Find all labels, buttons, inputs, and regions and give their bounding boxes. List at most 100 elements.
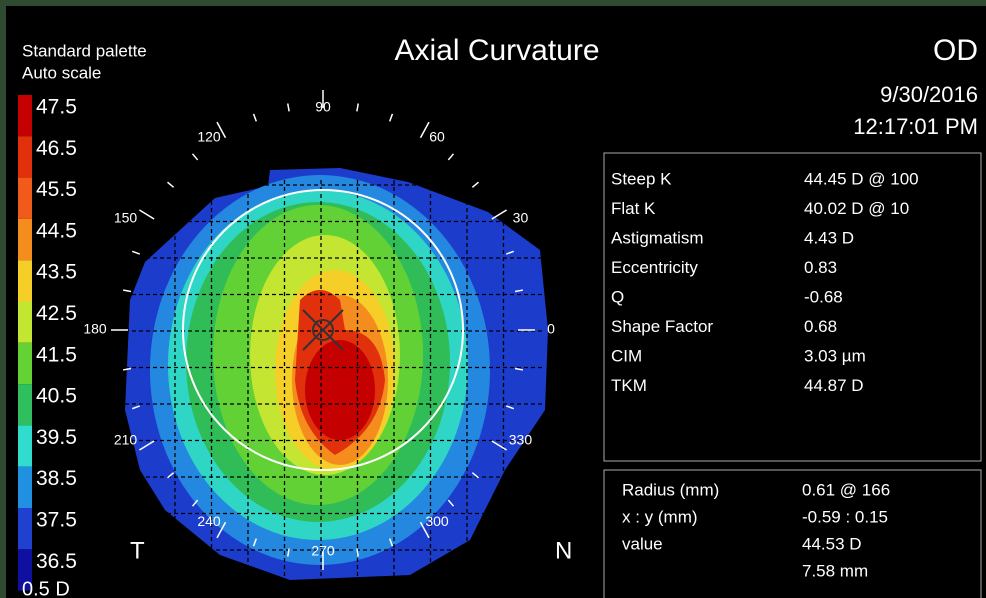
scale-label: 46.5	[36, 137, 77, 160]
time: 12:17:01 PM	[853, 114, 978, 139]
scale-label: 42.5	[36, 302, 77, 325]
angle-label: 180	[83, 321, 107, 337]
angle-tick	[287, 103, 290, 112]
nasal: N	[555, 537, 572, 564]
title: Axial Curvature	[394, 34, 599, 67]
scale-swatch	[18, 95, 32, 137]
angle-tick	[447, 153, 455, 161]
scale-label: 38.5	[36, 467, 77, 490]
angle-tick	[252, 538, 258, 547]
map-region	[305, 340, 375, 440]
angle-tick	[191, 499, 199, 507]
angle-tick	[252, 113, 258, 122]
angle-tick	[388, 113, 394, 122]
cursor-value: 7.58 mm	[802, 561, 868, 580]
angle-tick	[191, 153, 199, 161]
scale-swatch	[18, 177, 32, 219]
angle-tick	[131, 405, 141, 410]
cursor-value: 44.53 D	[802, 534, 862, 553]
angle-tick	[167, 181, 175, 188]
angle-tick	[419, 121, 430, 139]
angle-tick	[356, 548, 359, 557]
angle-label: 120	[197, 128, 221, 144]
angle-label: 0	[547, 321, 555, 337]
scale-label: 44.5	[36, 219, 77, 242]
index-value: 3.03 µm	[804, 346, 866, 365]
scale-label: 39.5	[36, 426, 77, 449]
index-name: Steep K	[611, 169, 672, 188]
angle-label: 150	[114, 210, 138, 226]
scale-label: 47.5	[36, 96, 77, 119]
angle-tick	[514, 367, 524, 371]
angle-tick	[388, 538, 394, 547]
angle-tick	[216, 521, 227, 539]
cursor-name: x : y (mm)	[622, 507, 698, 526]
indices-box	[603, 152, 982, 462]
angle-tick	[447, 499, 455, 507]
scale-swatch	[18, 425, 32, 467]
index-value: 0.68	[804, 317, 837, 336]
center-cross	[302, 309, 344, 351]
angle-label: 240	[197, 513, 221, 529]
scale-swatch	[18, 342, 32, 385]
date: 9/30/2016	[880, 82, 978, 107]
angle-tick	[491, 440, 507, 451]
scale-mode: Auto scale	[22, 63, 101, 82]
angle-tick	[122, 289, 132, 293]
scale-swatch	[18, 218, 32, 261]
angle-tick	[139, 209, 155, 220]
index-value: 4.43 D	[804, 228, 854, 247]
index-name: Eccentricity	[611, 258, 698, 277]
angle-label: 300	[425, 513, 449, 529]
index-value: 44.87 D	[804, 376, 864, 395]
scale-swatch	[18, 549, 32, 591]
angle-tick	[167, 472, 175, 479]
scale-label: 45.5	[36, 178, 77, 201]
color-scale: 47.5 46.5 45.5 44.5 43.5 42.5 41.5 40.5 39.5 38.5…	[18, 95, 77, 591]
scale-label: 36.5	[36, 550, 77, 573]
cursor-name: value	[622, 534, 663, 553]
index-name: Shape Factor	[611, 317, 713, 336]
angle-tick	[505, 250, 515, 255]
cursor-box	[603, 469, 982, 598]
angle-tick	[514, 289, 524, 293]
scale-swatch	[18, 301, 32, 343]
scale-label: 40.5	[36, 385, 77, 408]
angle-tick	[491, 209, 507, 220]
index-name: Q	[611, 287, 624, 306]
index-value: -0.68	[804, 287, 843, 306]
index-name: Flat K	[611, 199, 656, 218]
angle-label: 210	[114, 432, 138, 448]
scale-label: 43.5	[36, 261, 77, 284]
angle-label: 330	[509, 432, 533, 448]
topography-map	[125, 168, 548, 580]
scale-label: 37.5	[36, 509, 77, 532]
index-name: TKM	[611, 376, 647, 395]
step-label: 0.5 D	[22, 578, 70, 598]
angle-tick	[131, 250, 141, 255]
cursor-value: 0.61 @ 166	[802, 480, 890, 499]
angle-tick	[419, 521, 430, 539]
tables: Steep K 44.45 D @ 100 Flat K 40.02 D @ 10 As…	[611, 169, 919, 580]
scale-swatch	[18, 466, 32, 508]
angle-ring: 90 120 60 150 30 180 0 210 330 240 300 270	[83, 90, 555, 570]
angle-label: 270	[311, 543, 335, 559]
cursor-value: -0.59 : 0.15	[802, 507, 888, 526]
cursor-name: Radius (mm)	[622, 480, 719, 499]
scale-swatch	[18, 508, 32, 550]
scale-swatch	[18, 260, 32, 302]
angle-label: 90	[315, 99, 331, 115]
scale-swatch	[18, 136, 32, 178]
temporal: T	[130, 537, 145, 564]
index-value: 44.45 D @ 100	[804, 169, 919, 188]
index-value: 40.02 D @ 10	[804, 199, 909, 218]
center-mark	[312, 319, 334, 341]
index-name: Astigmatism	[611, 228, 704, 247]
index-name: CIM	[611, 346, 642, 365]
angle-tick	[216, 121, 227, 139]
eye: OD	[933, 34, 978, 67]
palette: Standard palette	[22, 41, 147, 60]
angle-tick	[287, 548, 290, 557]
